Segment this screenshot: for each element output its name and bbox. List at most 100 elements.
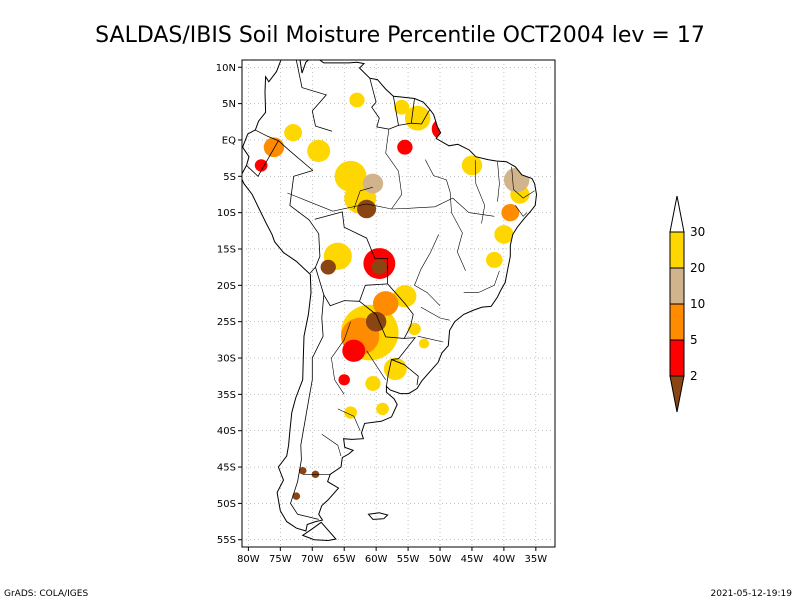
colorbar-bin-2 bbox=[669, 375, 685, 413]
percentile-patch-30 bbox=[334, 160, 367, 192]
country-border bbox=[393, 96, 399, 126]
colorbar-label-30: 30 bbox=[690, 225, 705, 239]
country-border bbox=[359, 283, 414, 339]
country-borders bbox=[246, 60, 535, 520]
state-border bbox=[425, 159, 466, 271]
south-america-coastline bbox=[242, 60, 538, 532]
lat-tick-label: 50S bbox=[217, 499, 236, 510]
country-border bbox=[246, 140, 279, 177]
land-field bbox=[254, 92, 530, 500]
lon-tick-label: 40W bbox=[493, 554, 516, 565]
colorbar-label-5: 5 bbox=[690, 333, 698, 347]
grid-lines bbox=[242, 60, 555, 547]
colorbar-bin-5 bbox=[669, 339, 685, 377]
state-border bbox=[287, 192, 495, 217]
percentile-patch-2 bbox=[320, 259, 336, 275]
country-border bbox=[411, 109, 431, 125]
lon-tick-label: 80W bbox=[237, 554, 260, 565]
percentile-patch-30 bbox=[376, 402, 389, 416]
colorbar: 2 5 10 20 30 bbox=[669, 195, 705, 413]
falkland-islands-outline bbox=[367, 512, 389, 520]
percentile-patch-30 bbox=[307, 139, 331, 162]
percentile-patch-30 bbox=[394, 99, 410, 115]
lon-tick-label: 35W bbox=[525, 554, 548, 565]
country-border bbox=[371, 101, 399, 130]
percentile-patch-30 bbox=[408, 322, 421, 336]
state-border bbox=[417, 335, 444, 343]
lat-tick-label: 5S bbox=[223, 172, 236, 183]
percentile-patch-30 bbox=[344, 406, 357, 419]
lat-tick-label: 5N bbox=[222, 99, 236, 110]
lat-tick-label: 45S bbox=[217, 463, 236, 474]
percentile-patch-2 bbox=[292, 492, 301, 500]
lon-tick-label: 50W bbox=[429, 554, 452, 565]
state-border bbox=[414, 234, 441, 306]
lat-tick-label: 25S bbox=[217, 317, 236, 328]
colorbar-label-20: 20 bbox=[690, 261, 705, 275]
percentile-patch-2 bbox=[371, 259, 388, 275]
lat-tick-label: 40S bbox=[217, 426, 236, 437]
soil-moisture-field bbox=[254, 92, 530, 500]
percentile-patch-30 bbox=[284, 124, 303, 142]
percentile-patch-10 bbox=[372, 291, 399, 316]
lon-tick-label: 65W bbox=[333, 554, 356, 565]
lat-tick-label: 55S bbox=[217, 535, 236, 546]
lat-tick-label: 30S bbox=[217, 354, 236, 365]
state-border bbox=[385, 129, 403, 210]
lon-tick-label: 55W bbox=[397, 554, 420, 565]
percentile-patch-30 bbox=[461, 155, 483, 176]
lat-tick-label: 10S bbox=[217, 208, 236, 219]
percentile-patch-30 bbox=[486, 251, 503, 268]
lat-tick-label: 10N bbox=[216, 63, 236, 74]
footer-credit: GrADS: COLA/IGES bbox=[4, 589, 88, 599]
state-border bbox=[353, 186, 373, 210]
percentile-patch-2 bbox=[356, 199, 377, 219]
axis-ticks: 10N 5N EQ 5S 10S 15S 20S 25S 30S 35S 40S 45S 50S 55S8… bbox=[216, 63, 547, 565]
percentile-patch-30 bbox=[404, 105, 431, 131]
state-border bbox=[420, 306, 450, 321]
map-title: SALDAS/IBIS Soil Moisture Percentile OCT… bbox=[95, 23, 705, 48]
country-border bbox=[314, 211, 388, 302]
plot-frame bbox=[241, 59, 556, 548]
state-border bbox=[366, 350, 386, 380]
tierra-del-fuego-outline bbox=[301, 521, 337, 542]
percentile-patch-5 bbox=[254, 159, 268, 172]
country-border bbox=[391, 359, 405, 365]
state-border bbox=[511, 166, 535, 199]
state-border bbox=[474, 160, 486, 224]
state-border bbox=[337, 408, 361, 431]
country-border bbox=[290, 294, 325, 520]
state-border bbox=[321, 434, 342, 457]
colorbar-bin-30 bbox=[669, 231, 685, 269]
percentile-patch-5 bbox=[397, 139, 413, 155]
colorbar-bin-10 bbox=[669, 303, 685, 341]
colorbar-label-2: 2 bbox=[690, 369, 698, 383]
state-border bbox=[497, 161, 500, 202]
lon-tick-label: 45W bbox=[461, 554, 484, 565]
state-border bbox=[463, 270, 500, 293]
percentile-patch-30 bbox=[494, 225, 514, 244]
percentile-patch-5 bbox=[342, 339, 366, 362]
country-border bbox=[289, 170, 321, 274]
percentile-patch-30 bbox=[365, 376, 381, 391]
percentile-patch-30 bbox=[349, 92, 365, 108]
colorbar-label-10: 10 bbox=[690, 297, 705, 311]
percentile-patch-30 bbox=[418, 338, 430, 349]
percentile-patch-5 bbox=[338, 374, 350, 386]
country-border bbox=[369, 78, 377, 103]
percentile-patch-10 bbox=[263, 137, 285, 158]
country-border bbox=[391, 337, 416, 360]
country-border bbox=[295, 60, 333, 132]
lon-tick-label: 75W bbox=[269, 554, 292, 565]
state-border bbox=[331, 321, 351, 395]
lat-tick-label: 20S bbox=[217, 281, 236, 292]
percentile-patch-10 bbox=[501, 203, 520, 222]
percentile-patch-2 bbox=[298, 466, 307, 475]
coastline-outline bbox=[242, 60, 538, 542]
state-border bbox=[515, 205, 528, 217]
lon-tick-label: 70W bbox=[301, 554, 324, 565]
colorbar-bin-20 bbox=[669, 267, 685, 305]
lat-tick-label: EQ bbox=[222, 135, 236, 146]
lon-tick-label: 60W bbox=[365, 554, 388, 565]
